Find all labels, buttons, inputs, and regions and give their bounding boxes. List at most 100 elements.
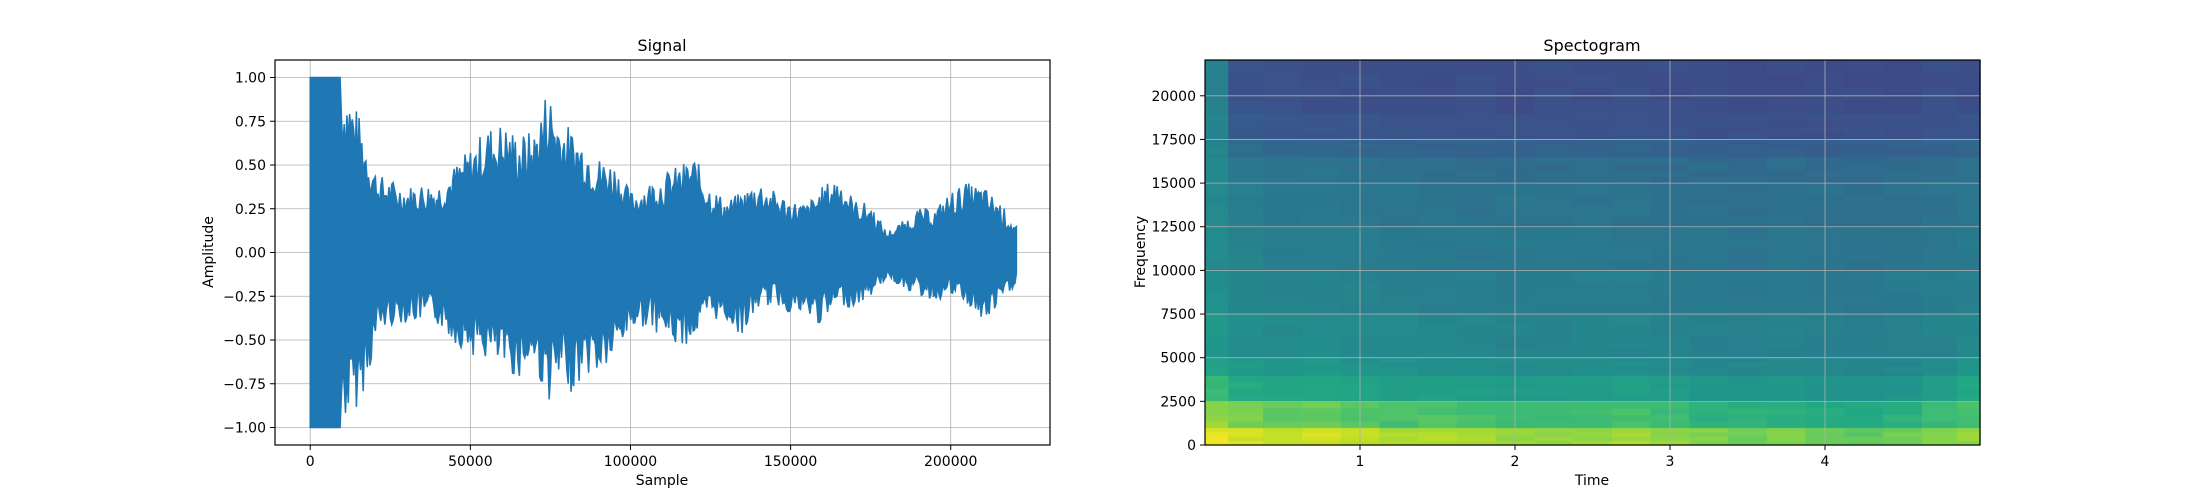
spectrogram-cell bbox=[1263, 325, 1303, 337]
spectrogram-cell bbox=[1921, 194, 1958, 206]
spectrogram-cell bbox=[1418, 375, 1458, 383]
spectrogram-cell bbox=[1263, 281, 1303, 293]
spectrogram-cell bbox=[1689, 204, 1729, 217]
spectrogram-cell bbox=[1883, 248, 1923, 261]
spectrogram-cell bbox=[1728, 346, 1768, 359]
spectrogram-cell bbox=[1456, 440, 1497, 446]
spectrogram-cell bbox=[1956, 388, 1981, 396]
spectrogram-cell bbox=[1728, 99, 1768, 114]
spectrogram-cell bbox=[1205, 394, 1229, 402]
spectrogram-cell bbox=[1534, 237, 1574, 250]
spectrogram-cell bbox=[1534, 346, 1574, 359]
spectrogram-cell bbox=[1263, 163, 1303, 171]
spectrogram-cell bbox=[1883, 346, 1923, 359]
spectrogram-cell bbox=[1379, 401, 1419, 409]
spectrogram-cell bbox=[1611, 248, 1652, 261]
spectrogram-cell bbox=[1611, 357, 1652, 363]
spectrogram-cell bbox=[1956, 60, 1981, 74]
spectrogram-cell bbox=[1263, 357, 1303, 363]
spectrogram-cell bbox=[1611, 335, 1652, 348]
spectrogram-cell bbox=[1534, 381, 1574, 389]
spectrogram-cell bbox=[1844, 370, 1884, 376]
spectrogram-cell bbox=[1844, 270, 1884, 282]
spectrogram-cell bbox=[1766, 170, 1807, 178]
spectrogram-cell bbox=[1301, 427, 1342, 433]
spectrogram-xtick-label: 2 bbox=[1511, 454, 1520, 470]
spectrogram-cell bbox=[1228, 119, 1264, 127]
spectrogram-cell bbox=[1883, 292, 1923, 304]
spectrogram-cell bbox=[1921, 148, 1958, 154]
spectrogram-cell bbox=[1263, 215, 1303, 228]
spectrogram-cell bbox=[1263, 381, 1303, 389]
spectrogram-cell bbox=[1456, 436, 1497, 442]
spectrogram-ytick-label: 12500 bbox=[1151, 220, 1196, 236]
spectrogram-cell bbox=[1379, 194, 1419, 206]
spectrogram-cell bbox=[1379, 143, 1419, 149]
spectrogram-cell bbox=[1956, 421, 1981, 429]
spectrogram-cell bbox=[1205, 421, 1229, 429]
spectrogram-cell bbox=[1728, 156, 1768, 164]
spectrogram-cell bbox=[1766, 152, 1807, 158]
spectrogram-cell bbox=[1205, 73, 1229, 88]
spectrogram-cell bbox=[1766, 375, 1807, 383]
signal-ylabel: Amplitude bbox=[201, 216, 217, 288]
spectrogram-cell bbox=[1611, 281, 1652, 293]
spectrogram-cell bbox=[1456, 248, 1497, 261]
spectrogram-cell bbox=[1301, 226, 1342, 239]
spectrogram-cell bbox=[1573, 170, 1613, 178]
spectrogram-cell bbox=[1728, 194, 1768, 206]
spectrogram-cell bbox=[1956, 370, 1981, 376]
spectrogram-cell bbox=[1301, 394, 1342, 402]
spectrogram-cell bbox=[1728, 113, 1768, 121]
spectrogram-cell bbox=[1728, 237, 1768, 250]
spectrogram-cell bbox=[1689, 270, 1729, 282]
spectrogram-cell bbox=[1456, 335, 1497, 348]
spectrogram-cell bbox=[1205, 431, 1229, 437]
spectrogram-cell bbox=[1844, 401, 1884, 409]
spectrogram-cell bbox=[1456, 421, 1497, 429]
spectrogram-cell bbox=[1301, 346, 1342, 359]
spectrogram-cell bbox=[1228, 292, 1264, 304]
spectrogram-cell bbox=[1921, 370, 1958, 376]
spectrogram-cell bbox=[1728, 362, 1768, 368]
spectrogram-cell bbox=[1611, 113, 1652, 121]
spectrogram-cell bbox=[1883, 237, 1923, 250]
spectrogram-cell bbox=[1263, 156, 1303, 164]
spectrogram-cell bbox=[1418, 176, 1458, 184]
spectrogram-cell bbox=[1534, 139, 1574, 145]
spectrogram-cell bbox=[1456, 215, 1497, 228]
spectrogram-cell bbox=[1956, 394, 1981, 402]
spectrogram-cell bbox=[1766, 303, 1807, 315]
spectrogram-cell bbox=[1611, 427, 1652, 433]
spectrogram-cell bbox=[1573, 156, 1613, 164]
spectrogram-cell bbox=[1379, 431, 1419, 437]
spectrogram-ytick-label: 2500 bbox=[1160, 394, 1196, 410]
spectrogram-cell bbox=[1689, 60, 1729, 74]
spectrogram-cell bbox=[1301, 176, 1342, 184]
spectrogram-cell bbox=[1205, 132, 1229, 140]
spectrogram-cell bbox=[1263, 139, 1303, 145]
spectrogram-cell bbox=[1728, 163, 1768, 171]
spectrogram-cell bbox=[1611, 86, 1652, 101]
spectrogram-cell bbox=[1611, 394, 1652, 402]
spectrogram-cell bbox=[1573, 176, 1613, 184]
spectrogram-cell bbox=[1766, 440, 1807, 446]
spectrogram-cell bbox=[1766, 259, 1807, 271]
spectrogram-cell bbox=[1766, 163, 1807, 171]
spectrogram-cell bbox=[1956, 226, 1981, 239]
spectrogram-cell bbox=[1418, 86, 1458, 101]
signal-xtick-label: 0 bbox=[306, 454, 315, 470]
spectrogram-cell bbox=[1418, 163, 1458, 171]
spectrogram-cell bbox=[1456, 407, 1497, 415]
spectrogram-cell bbox=[1418, 132, 1458, 140]
spectrogram-cell bbox=[1766, 183, 1807, 195]
spectrogram-ytick-label: 17500 bbox=[1151, 132, 1196, 148]
spectrogram-cell bbox=[1301, 366, 1342, 372]
spectrogram-cell bbox=[1534, 163, 1574, 171]
spectrogram-cell bbox=[1766, 421, 1807, 429]
spectrogram-cell bbox=[1573, 215, 1613, 228]
spectrogram-cell bbox=[1456, 394, 1497, 402]
spectrogram-cell bbox=[1263, 132, 1303, 140]
spectrogram-cell bbox=[1534, 226, 1574, 239]
spectrogram-cell bbox=[1883, 126, 1923, 134]
